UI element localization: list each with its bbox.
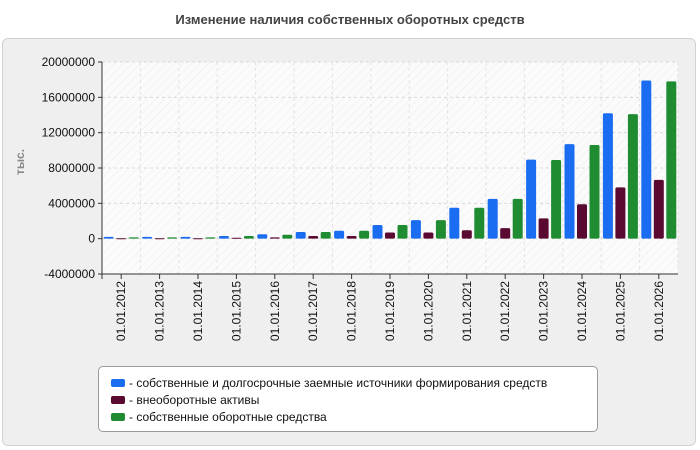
- bar: [564, 144, 575, 239]
- y-tick-label: 12000000: [42, 126, 96, 140]
- bar: [193, 238, 203, 240]
- x-tick-label: 01.01.2021: [460, 281, 474, 341]
- bar: [641, 80, 652, 239]
- bar: [243, 236, 254, 239]
- bar: [435, 220, 446, 239]
- x-tick-label: 01.01.2018: [345, 281, 359, 341]
- bar: [577, 204, 587, 239]
- x-tick-label: 01.01.2025: [613, 281, 627, 341]
- y-tick-label: 4000000: [48, 196, 95, 210]
- bar: [615, 187, 626, 239]
- bar: [154, 238, 165, 240]
- bar: [103, 236, 114, 239]
- bar: [231, 237, 242, 239]
- bar: [589, 145, 600, 239]
- bar: [526, 159, 537, 239]
- bar: [512, 198, 523, 239]
- legend-swatch-blue: [111, 378, 125, 387]
- bar: [142, 236, 153, 239]
- bar: [653, 179, 664, 239]
- bar: [167, 237, 178, 239]
- bar: [269, 237, 280, 239]
- bar: [295, 232, 306, 239]
- x-tick-label: 01.01.2012: [114, 281, 128, 341]
- bar: [257, 234, 268, 239]
- legend-item-noncurrent-assets: - внеоборотные активы: [99, 391, 597, 408]
- bar: [602, 113, 613, 239]
- y-tick-label: 16000000: [42, 90, 96, 104]
- y-tick-labels: -4000000 0 4000000 8000000 12000000 16000000 2…: [42, 55, 96, 281]
- bar: [359, 230, 370, 239]
- bar: [627, 114, 638, 239]
- bar: [461, 230, 472, 239]
- bar: [334, 230, 345, 239]
- bar: [410, 220, 421, 239]
- bar: [385, 232, 395, 239]
- bar: [218, 236, 229, 239]
- x-tick-label: 01.01.2022: [498, 281, 512, 341]
- legend-swatch-maroon: [111, 395, 125, 404]
- bar: [500, 228, 511, 239]
- bar: [474, 207, 485, 239]
- y-axis-label: тыс.: [13, 149, 27, 175]
- chart-title: Изменение наличия собственных оборотных …: [175, 12, 525, 27]
- bars: [103, 80, 677, 240]
- bar: [423, 232, 434, 239]
- x-tick-label: 01.01.2013: [153, 281, 167, 341]
- bar: [538, 218, 549, 239]
- bar: [320, 232, 331, 239]
- x-tick-label: 01.01.2023: [537, 281, 551, 341]
- bar: [205, 237, 216, 239]
- axes: [98, 61, 678, 279]
- legend-item-sources: - собственные и долгосрочные заемные ист…: [99, 374, 597, 391]
- legend: - собственные и долгосрочные заемные ист…: [98, 366, 598, 432]
- bar: [487, 198, 498, 239]
- x-tick-label: 01.01.2024: [575, 281, 589, 341]
- legend-label-sources: - собственные и долгосрочные заемные ист…: [129, 375, 548, 390]
- y-tick-label: -4000000: [44, 267, 95, 281]
- x-tick-label: 01.01.2015: [229, 281, 243, 341]
- y-tick-label: 0: [88, 232, 95, 246]
- y-tick-label: 20000000: [42, 55, 96, 69]
- bar: [308, 236, 319, 239]
- x-tick-labels: 01.01.2012 01.01.2013 01.01.2014 01.01.2015…: [114, 281, 666, 341]
- legend-item-working-capital: - собственные оборотные средства: [99, 408, 597, 425]
- bar: [346, 236, 357, 239]
- bar: [282, 234, 293, 239]
- y-tick-label: 8000000: [48, 161, 95, 175]
- bar: [372, 224, 383, 239]
- bar: [180, 236, 191, 239]
- bar: [551, 160, 562, 239]
- legend-label-working-capital: - собственные оборотные средства: [129, 409, 327, 424]
- legend-label-noncurrent-assets: - внеоборотные активы: [129, 392, 260, 407]
- x-tick-label: 01.01.2026: [652, 281, 666, 341]
- legend-swatch-green: [111, 412, 125, 421]
- bar: [397, 224, 408, 239]
- bar: [666, 81, 677, 239]
- x-tick-label: 01.01.2016: [268, 281, 282, 341]
- x-tick-label: 01.01.2019: [383, 281, 397, 341]
- bar: [449, 207, 460, 239]
- x-tick-label: 01.01.2014: [191, 281, 205, 341]
- bar: [128, 237, 139, 239]
- x-tick-label: 01.01.2020: [421, 281, 435, 341]
- x-tick-label: 01.01.2017: [306, 281, 320, 341]
- bar: [116, 238, 127, 240]
